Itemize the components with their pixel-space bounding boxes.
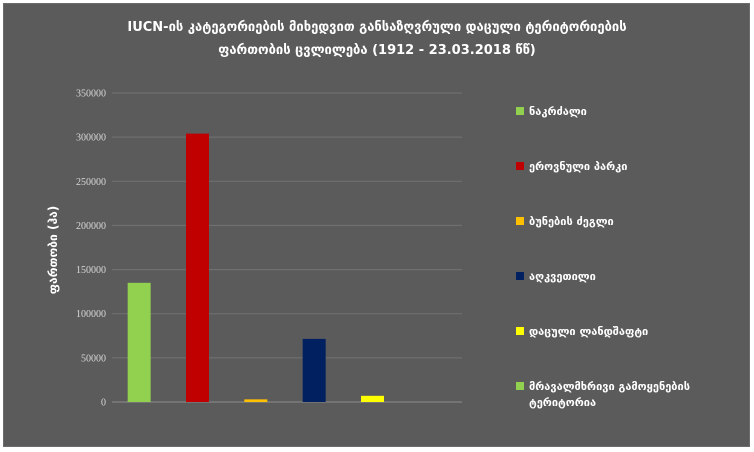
bar	[244, 399, 268, 402]
legend-swatch	[516, 162, 524, 170]
bar	[361, 395, 384, 402]
bar	[302, 338, 326, 402]
legend-swatch	[516, 107, 524, 115]
y-axis-title: ფართობი (ჰა)	[46, 206, 60, 294]
chart-svg: IUCN-ის კატეგორიების მიხედვით განსაზღვრუ…	[46, 20, 690, 409]
bar	[127, 282, 151, 402]
legend-label: ბუნების ძეგლი	[529, 215, 614, 228]
legend-label: ეროვნული პარკი	[529, 160, 627, 173]
y-tick-label: 50000	[81, 353, 106, 364]
y-tick-label: 150000	[76, 265, 106, 276]
legend-label-line: აღკვეთილი	[529, 270, 596, 283]
legend-swatch	[516, 327, 524, 335]
gridlines	[112, 92, 462, 403]
legend-label-line: ნაკრძალი	[529, 105, 587, 118]
legend-swatch	[516, 382, 524, 390]
legend-label: ნაკრძალი	[529, 105, 587, 118]
y-tick-label: 300000	[76, 133, 106, 144]
bars	[127, 133, 384, 402]
legend-swatch	[516, 217, 524, 225]
y-tick-label: 250000	[76, 177, 106, 188]
y-tick-label: 200000	[76, 221, 106, 232]
legend-label-line: ბუნების ძეგლი	[529, 215, 614, 228]
legend-label-line: ტერიტორია	[529, 396, 596, 409]
legend-label-line: ეროვნული პარკი	[529, 160, 627, 173]
legend-label: აღკვეთილი	[529, 270, 596, 283]
bar	[186, 133, 209, 402]
legend-label-line: დაცული ლანდშაფტი	[529, 325, 648, 338]
chart-title-line1: IUCN-ის კატეგორიების მიხედვით განსაზღვრუ…	[127, 20, 626, 35]
y-tick-label: 350000	[76, 89, 106, 100]
legend-label: დაცული ლანდშაფტი	[529, 325, 648, 338]
legend-label: მრავალმხრივი გამოყენების ტერიტორია	[529, 380, 690, 409]
y-tick-label: 0	[101, 398, 106, 409]
chart-frame: IUCN-ის კატეგორიების მიხედვით განსაზღვრუ…	[3, 3, 750, 447]
legend-swatch	[516, 272, 524, 280]
legend-label-line: მრავალმხრივი გამოყენების	[529, 380, 690, 393]
legend: ნაკრძალი ეროვნული პარკი ბუნების ძეგლი აღკვე…	[516, 105, 690, 409]
y-tick-label: 100000	[76, 309, 106, 320]
y-tick-labels: 0 50000 100000 150000 200000 250000 300000 3500…	[76, 89, 106, 409]
chart-title-line2: ფართობის ცვლილება (1912 - 23.03.2018 წწ)	[218, 43, 536, 58]
